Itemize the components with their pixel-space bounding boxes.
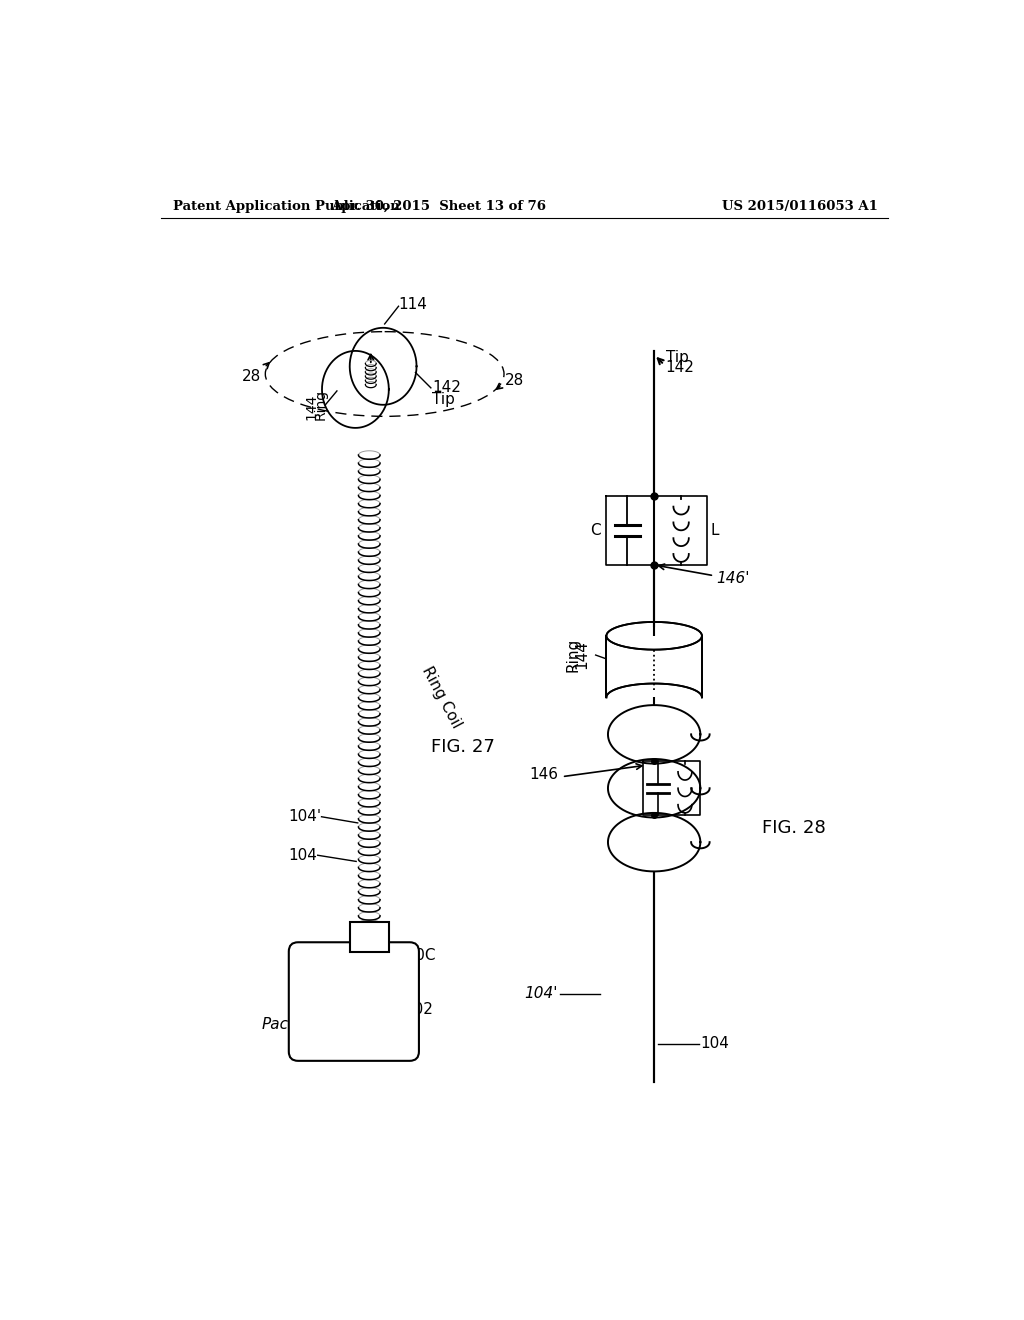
Text: 28: 28: [505, 372, 523, 388]
Text: 104': 104': [524, 986, 558, 1002]
Polygon shape: [608, 759, 700, 817]
Text: 100C: 100C: [396, 948, 435, 962]
FancyBboxPatch shape: [289, 942, 419, 1061]
Text: Patent Application Publication: Patent Application Publication: [173, 199, 399, 213]
Text: 104': 104': [289, 809, 322, 824]
Text: Apr. 30, 2015  Sheet 13 of 76: Apr. 30, 2015 Sheet 13 of 76: [331, 199, 546, 213]
Text: Tip: Tip: [432, 392, 456, 407]
Text: Pacemaker: Pacemaker: [261, 1018, 346, 1032]
Text: 146': 146': [716, 570, 750, 586]
Text: 114: 114: [398, 297, 427, 313]
Text: Tip: Tip: [666, 350, 688, 364]
Text: L: L: [711, 523, 719, 537]
Text: Ring: Ring: [313, 389, 328, 420]
Text: 144: 144: [304, 393, 318, 420]
Polygon shape: [606, 636, 701, 697]
Polygon shape: [608, 813, 700, 871]
Text: FIG. 27: FIG. 27: [431, 738, 495, 756]
Text: 142: 142: [432, 380, 461, 396]
Bar: [350, 923, 388, 952]
Text: 104: 104: [700, 1036, 729, 1052]
Text: 28: 28: [242, 370, 261, 384]
Text: 104: 104: [289, 847, 317, 863]
Text: 102: 102: [403, 1002, 433, 1016]
Text: Ring Coil: Ring Coil: [419, 664, 464, 731]
Text: FIG. 28: FIG. 28: [762, 820, 825, 837]
Text: 146: 146: [529, 767, 558, 781]
Polygon shape: [608, 705, 700, 763]
Text: Ring: Ring: [565, 638, 581, 672]
Text: 142: 142: [666, 360, 694, 375]
Text: C: C: [590, 523, 600, 537]
Text: US 2015/0116053 A1: US 2015/0116053 A1: [722, 199, 878, 213]
Text: 144: 144: [574, 640, 590, 669]
